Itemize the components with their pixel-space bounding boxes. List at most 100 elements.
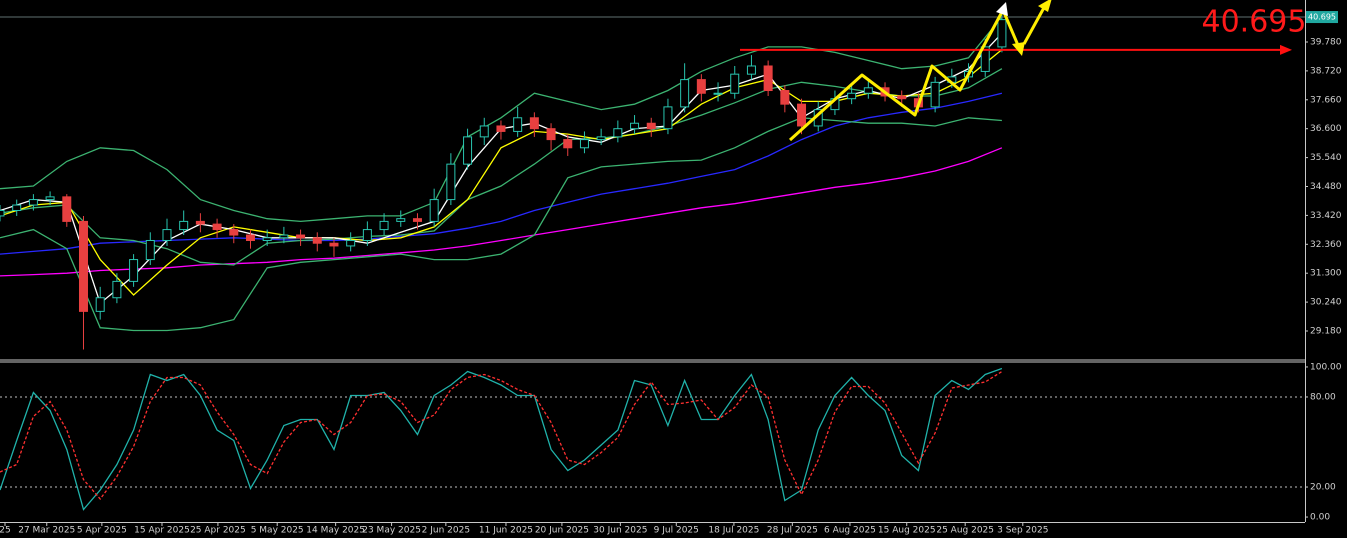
candle-body — [279, 234, 289, 239]
candle-body — [529, 117, 539, 130]
candle-body — [78, 220, 88, 312]
y-tick-label: 33.420 — [1310, 211, 1342, 221]
candle-body — [296, 234, 306, 239]
x-tick-label: 20 Jun 2025 — [535, 526, 589, 536]
candle-body — [129, 259, 139, 282]
candle-body — [613, 128, 623, 138]
y-tick-label: 31.300 — [1310, 269, 1342, 279]
x-tick-label: 5 Apr 2025 — [77, 526, 127, 536]
y-tick-label: 20.00 — [1310, 483, 1336, 493]
resistance-arrowhead — [1280, 44, 1292, 55]
candle-body — [596, 136, 606, 141]
candle-body — [212, 223, 222, 231]
y-tick-label: 80.00 — [1310, 392, 1336, 402]
candle-body — [245, 234, 255, 241]
candle-body — [563, 139, 573, 149]
candle-body — [513, 117, 523, 132]
candle-body — [329, 242, 339, 247]
x-tick-label: 23 May 2025 — [362, 526, 421, 536]
x-tick-label: 15 Aug 2025 — [878, 526, 936, 536]
candle-body — [262, 237, 272, 241]
x-tick-label: 28 Jul 2025 — [767, 526, 818, 536]
candle-body — [546, 128, 556, 141]
candle-body — [229, 229, 239, 236]
last-price-box — [1306, 11, 1338, 24]
last-price-label: 40.695 — [1308, 13, 1336, 22]
y-tick-label: 34.480 — [1310, 182, 1342, 192]
x-tick-label: 2 Jun 2025 — [422, 526, 470, 536]
y-tick-label: 100.00 — [1310, 362, 1342, 372]
x-tick-label: 15 Apr 2025 — [134, 526, 190, 536]
x-tick-label: 5 May 2025 — [251, 526, 304, 536]
candle-body — [646, 122, 656, 130]
candle-body — [195, 220, 205, 225]
y-tick-label: 35.540 — [1310, 153, 1342, 163]
candle-body — [95, 297, 105, 312]
x-tick-label: 30 Jun 2025 — [593, 526, 647, 536]
candle-body — [145, 239, 155, 261]
candle-body — [412, 218, 422, 222]
x-tick-label: 27 Mar 2025 — [18, 526, 75, 536]
candle-body — [847, 92, 857, 100]
candle-body — [112, 280, 122, 299]
y-tick-label: 38.720 — [1310, 66, 1342, 76]
series-line — [0, 68, 1003, 266]
candle-body — [446, 163, 456, 201]
x-tick-label: 11 Jun 2025 — [479, 526, 533, 536]
candle-body — [696, 79, 706, 94]
y-tick-label: 39.780 — [1310, 37, 1342, 47]
candle-body — [680, 79, 690, 108]
candle-body — [496, 125, 506, 132]
candle-body — [997, 19, 1007, 48]
y-tick-label: 29.180 — [1310, 327, 1342, 337]
y-tick-label: 30.240 — [1310, 298, 1342, 308]
y-tick-label: 37.660 — [1310, 95, 1342, 105]
candle-body — [980, 46, 990, 72]
x-tick-label: 25 Apr 2025 — [190, 526, 246, 536]
arrow-path — [788, 9, 1005, 142]
candle-body — [179, 220, 189, 231]
arrow-head — [996, 2, 1008, 16]
candle-body — [863, 87, 873, 94]
candle-body — [730, 73, 740, 94]
x-tick-label: 18 Jul 2025 — [708, 526, 759, 536]
series-line — [0, 147, 1003, 277]
candle-body — [763, 65, 773, 92]
candle-body — [663, 106, 673, 130]
x-tick-label: 25 — [0, 526, 11, 536]
candle-body — [780, 90, 790, 105]
candle-body — [362, 229, 372, 241]
candle-body — [12, 204, 22, 211]
y-tick-label: 36.600 — [1310, 124, 1342, 134]
candle-body — [62, 196, 72, 222]
candle-body — [479, 125, 489, 138]
candle-body — [162, 229, 172, 241]
x-tick-label: 3 Sep 2025 — [997, 526, 1048, 536]
series-line — [0, 370, 1003, 501]
series-line — [0, 117, 1002, 332]
price-callout: 40.695 — [1202, 5, 1307, 40]
candle-body — [897, 95, 907, 100]
x-tick-label: 6 Aug 2025 — [824, 526, 876, 536]
x-tick-label: 14 May 2025 — [306, 526, 365, 536]
candle-body — [379, 220, 389, 231]
trend-arrows — [788, 0, 1052, 142]
candle-body — [463, 136, 473, 165]
candle-body — [746, 65, 756, 75]
candle-body — [930, 81, 940, 108]
arrow-path — [1022, 3, 1048, 45]
series-line — [0, 367, 1003, 511]
series-line — [0, 16, 1003, 223]
candle-body — [797, 103, 807, 127]
candle-body — [579, 139, 589, 149]
candle-body — [312, 237, 322, 244]
x-tick-label: 25 Aug 2025 — [936, 526, 994, 536]
candle-body — [429, 199, 439, 222]
y-tick-label: 32.360 — [1310, 240, 1342, 250]
candle-body — [713, 92, 723, 95]
arrow-head — [1012, 42, 1025, 56]
y-tick-label: 0.00 — [1310, 513, 1330, 523]
x-tick-label: 9 Jul 2025 — [654, 526, 699, 536]
